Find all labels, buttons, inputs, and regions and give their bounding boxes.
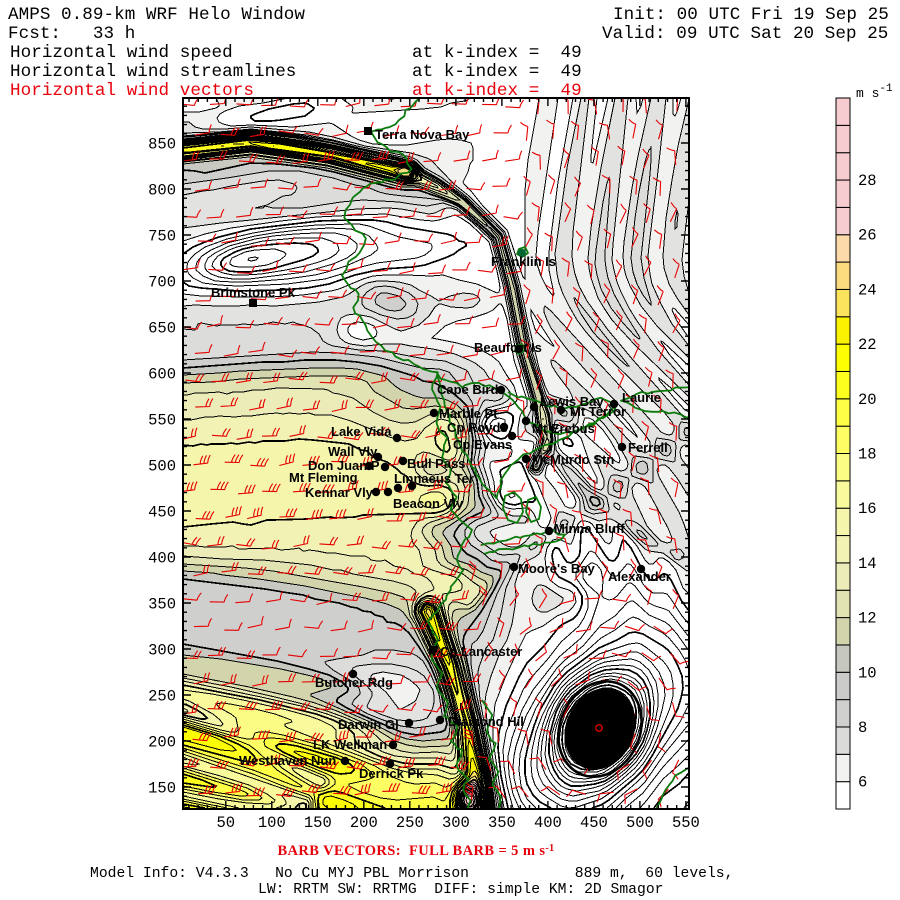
svg-text:8: 8 (858, 719, 867, 737)
svg-text:300: 300 (148, 642, 176, 660)
svg-text:Moore's Bay: Moore's Bay (518, 561, 596, 576)
svg-text:150: 150 (148, 780, 176, 798)
svg-text:12: 12 (858, 610, 877, 628)
svg-text:Cp Lancaster: Cp Lancaster (440, 644, 522, 659)
svg-text:26: 26 (858, 227, 877, 245)
svg-text:Lewis Bay: Lewis Bay (540, 394, 604, 409)
svg-text:500: 500 (626, 814, 654, 832)
svg-text:10: 10 (858, 664, 877, 682)
svg-text:Horizontal wind streamlines: Horizontal wind streamlines (10, 62, 296, 82)
svg-text:Butcher Rdg: Butcher Rdg (315, 675, 393, 690)
svg-text:800: 800 (148, 182, 176, 200)
svg-text:550: 550 (148, 412, 176, 430)
svg-text:450: 450 (580, 814, 608, 832)
svg-text:100: 100 (258, 814, 286, 832)
svg-text:Lake Vida: Lake Vida (331, 424, 392, 439)
svg-text:Ferrell: Ferrell (628, 440, 668, 455)
svg-text:Don Juan P: Don Juan P (308, 458, 380, 473)
svg-text:350: 350 (148, 596, 176, 614)
svg-text:Westhaven Nun: Westhaven Nun (239, 753, 336, 768)
svg-text:at k-index = 49: at k-index = 49 (412, 81, 582, 101)
svg-text:250: 250 (148, 688, 176, 706)
svg-text:Diamond Hil: Diamond Hil (448, 714, 524, 729)
svg-text:LK Wellman: LK Wellman (313, 737, 387, 752)
svg-text:Mt Erebus: Mt Erebus (532, 421, 595, 436)
svg-text:14: 14 (858, 555, 877, 573)
svg-text:850: 850 (148, 136, 176, 154)
svg-text:50: 50 (216, 814, 235, 832)
svg-text:Darwin Gl: Darwin Gl (338, 717, 399, 732)
svg-text:700: 700 (148, 274, 176, 292)
svg-text:650: 650 (148, 320, 176, 338)
svg-text:Cape Bird: Cape Bird (437, 382, 498, 397)
svg-text:Laurie: Laurie (622, 390, 661, 405)
svg-text:Cp Royds: Cp Royds (447, 420, 508, 435)
svg-text:Beacon Vly: Beacon Vly (393, 496, 464, 511)
svg-text:LW: RRTM SW: RRTMG DIFF: simp: LW: RRTM SW: RRTMG DIFF: simple KM: 2D S… (258, 882, 663, 898)
svg-text:Wall Vly: Wall Vly (328, 444, 378, 459)
svg-text:16: 16 (858, 500, 877, 518)
svg-text:at k-index = 49: at k-index = 49 (412, 62, 582, 82)
svg-text:400: 400 (534, 814, 562, 832)
svg-text:Alexander: Alexander (608, 569, 671, 584)
svg-text:200: 200 (350, 814, 378, 832)
svg-text:Horizontal wind vectors: Horizontal wind vectors (10, 81, 254, 101)
svg-text:22: 22 (858, 336, 877, 354)
svg-text:Derrick Pk: Derrick Pk (359, 766, 424, 781)
svg-text:600: 600 (148, 366, 176, 384)
svg-text:450: 450 (148, 504, 176, 522)
svg-text:Cp Evans: Cp Evans (453, 437, 512, 452)
svg-text:BARB VECTORS: FULL BARB = 5 m: BARB VECTORS: FULL BARB = 5 m s-1 (277, 843, 554, 859)
svg-text:400: 400 (148, 550, 176, 568)
svg-text:Bull Pass: Bull Pass (407, 456, 466, 471)
svg-text:Kennar Vly: Kennar Vly (305, 485, 374, 500)
svg-text:750: 750 (148, 228, 176, 246)
svg-text:at k-index = 49: at k-index = 49 (412, 43, 582, 63)
svg-text:24: 24 (858, 281, 877, 299)
svg-text:Beaufort Is: Beaufort Is (474, 340, 542, 355)
svg-text:Valid: 09 UTC Sat 20 Sep 25: Valid: 09 UTC Sat 20 Sep 25 (602, 24, 888, 44)
svg-text:20: 20 (858, 391, 877, 409)
svg-text:McMurdo Stn: McMurdo Stn (532, 452, 614, 467)
svg-text:18: 18 (858, 446, 877, 464)
svg-text:Marble Pt: Marble Pt (439, 406, 498, 421)
svg-text:250: 250 (396, 814, 424, 832)
svg-text:Model Info: V4.3.3 No Cu MYJ: Model Info: V4.3.3 No Cu MYJ PBL Morriso… (90, 866, 733, 882)
svg-text:Brimstone Pk: Brimstone Pk (211, 285, 296, 300)
svg-text:200: 200 (148, 734, 176, 752)
svg-text:AMPS 0.89-km WRF Helo Window: AMPS 0.89-km WRF Helo Window (8, 5, 305, 25)
svg-text:300: 300 (442, 814, 470, 832)
svg-text:Mt Fleming: Mt Fleming (289, 470, 358, 485)
svg-text:Franklin Is: Franklin Is (491, 254, 556, 269)
svg-text:550: 550 (672, 814, 700, 832)
svg-text:150: 150 (304, 814, 332, 832)
svg-text:Terra Nova Bay: Terra Nova Bay (375, 127, 470, 142)
svg-text:Fcst: 33 h: Fcst: 33 h (8, 24, 135, 44)
svg-text:Linnaeus Ter: Linnaeus Ter (394, 471, 474, 486)
svg-text:Horizontal wind speed: Horizontal wind speed (10, 43, 233, 63)
svg-text:Mt Terror: Mt Terror (570, 404, 626, 419)
svg-text:350: 350 (488, 814, 516, 832)
svg-text:6: 6 (858, 774, 867, 792)
svg-text:500: 500 (148, 458, 176, 476)
svg-text:Minna Bluff: Minna Bluff (554, 521, 625, 536)
svg-text:Init: 00 UTC Fri 19 Sep 25: Init: 00 UTC Fri 19 Sep 25 (613, 5, 889, 25)
svg-text:28: 28 (858, 172, 877, 190)
